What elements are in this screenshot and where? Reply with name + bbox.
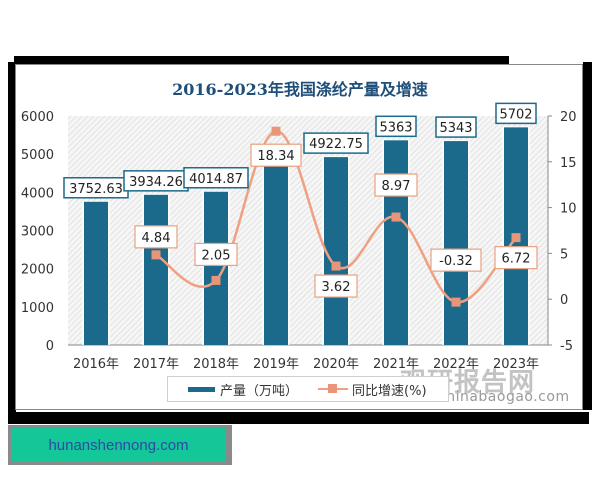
chart-legend: 产量（万吨） 同比增速(%) bbox=[167, 376, 449, 402]
x-axis-label: 2017年 bbox=[133, 357, 179, 372]
x-axis-label: 2022年 bbox=[433, 357, 479, 372]
left-axis-tick: 2000 bbox=[21, 263, 54, 278]
site-badge[interactable]: hunanshennong.com bbox=[8, 425, 232, 465]
x-axis-label: 2019年 bbox=[253, 357, 299, 372]
left-axis-tick: 1000 bbox=[21, 301, 54, 316]
line-value-label: 4.84 bbox=[142, 231, 171, 246]
left-axis-tick: 3000 bbox=[21, 225, 54, 240]
frame-left-border bbox=[8, 62, 16, 424]
frame-top-border bbox=[14, 56, 509, 64]
left-axis-tick: 5000 bbox=[21, 148, 54, 163]
left-axis-tick: 0 bbox=[46, 339, 54, 354]
bar-value-label: 5363 bbox=[379, 120, 412, 135]
line-marker bbox=[451, 297, 461, 307]
bar bbox=[444, 141, 468, 345]
site-badge-inner: hunanshennong.com bbox=[11, 428, 226, 462]
line-value-label: 8.97 bbox=[382, 179, 411, 194]
bar-swatch-icon bbox=[188, 386, 215, 392]
legend-label-production: 产量（万吨） bbox=[220, 383, 299, 399]
site-badge-text[interactable]: hunanshennong.com bbox=[48, 436, 189, 454]
line-data-labels: 4.84 2.05 18.34 3.62 8.97 -0.32 6.72 bbox=[134, 143, 538, 298]
right-axis-tick: -5 bbox=[560, 339, 573, 354]
line-series bbox=[151, 126, 521, 307]
line-marker bbox=[511, 233, 521, 243]
line-marker bbox=[331, 261, 341, 271]
line-marker bbox=[151, 250, 161, 260]
bar bbox=[144, 194, 168, 345]
x-axis-label: 2018年 bbox=[193, 357, 239, 372]
bar-value-label: 4922.75 bbox=[309, 137, 363, 152]
right-axis-tick: 5 bbox=[560, 247, 568, 262]
right-axis-tick: 15 bbox=[560, 156, 577, 171]
bar bbox=[84, 201, 108, 345]
line-marker bbox=[211, 275, 221, 285]
x-axis-label: 2023年 bbox=[493, 357, 539, 372]
right-axis: -5 0 5 10 15 20 bbox=[547, 110, 577, 354]
right-axis-tick: 0 bbox=[560, 293, 568, 308]
watermark-url: chinabaogao.com bbox=[438, 389, 570, 405]
bar bbox=[384, 140, 408, 345]
line-value-label: 18.34 bbox=[257, 149, 294, 164]
line-swatch-icon bbox=[318, 384, 349, 393]
line-marker bbox=[271, 126, 281, 136]
line-value-label: 2.05 bbox=[202, 248, 231, 263]
frame-right-border bbox=[583, 62, 592, 410]
left-axis-tick: 6000 bbox=[21, 110, 54, 125]
legend-item-production: 产量（万吨） bbox=[188, 380, 298, 399]
line-value-label: -0.32 bbox=[439, 254, 473, 269]
legend-item-growth: 同比增速(%) bbox=[318, 380, 427, 399]
bar-value-label: 5702 bbox=[499, 107, 532, 122]
bar bbox=[264, 163, 288, 345]
line-value-label: 6.72 bbox=[502, 252, 531, 267]
x-axis-labels: 2016年 2017年 2018年 2019年 2020年 2021年 2022年 2023年 bbox=[73, 357, 539, 372]
bar-value-label: 4014.87 bbox=[189, 172, 243, 187]
x-axis-label: 2021年 bbox=[373, 357, 419, 372]
right-axis-tick: 20 bbox=[560, 110, 577, 125]
bar-value-label: 3752.63 bbox=[69, 182, 123, 197]
right-axis-tick: 10 bbox=[560, 202, 577, 217]
legend-label-growth: 同比增速(%) bbox=[352, 383, 427, 399]
frame-bottom-border bbox=[14, 412, 589, 424]
line-value-label: 3.62 bbox=[322, 280, 351, 295]
bar-value-label: 3934.26 bbox=[129, 175, 183, 190]
line-marker bbox=[391, 212, 401, 222]
bar-value-label: 5343 bbox=[439, 121, 472, 136]
x-axis-label: 2016年 bbox=[73, 357, 119, 372]
x-axis-label: 2020年 bbox=[313, 357, 359, 372]
bar bbox=[324, 157, 348, 345]
bar-data-labels: 3752.63 3934.26 4014.87 4922.75 5363 5343 5702 bbox=[63, 102, 537, 199]
chart-title: 2016-2023年我国涤纶产量及增速 bbox=[172, 80, 428, 99]
left-axis-tick: 4000 bbox=[21, 186, 54, 201]
